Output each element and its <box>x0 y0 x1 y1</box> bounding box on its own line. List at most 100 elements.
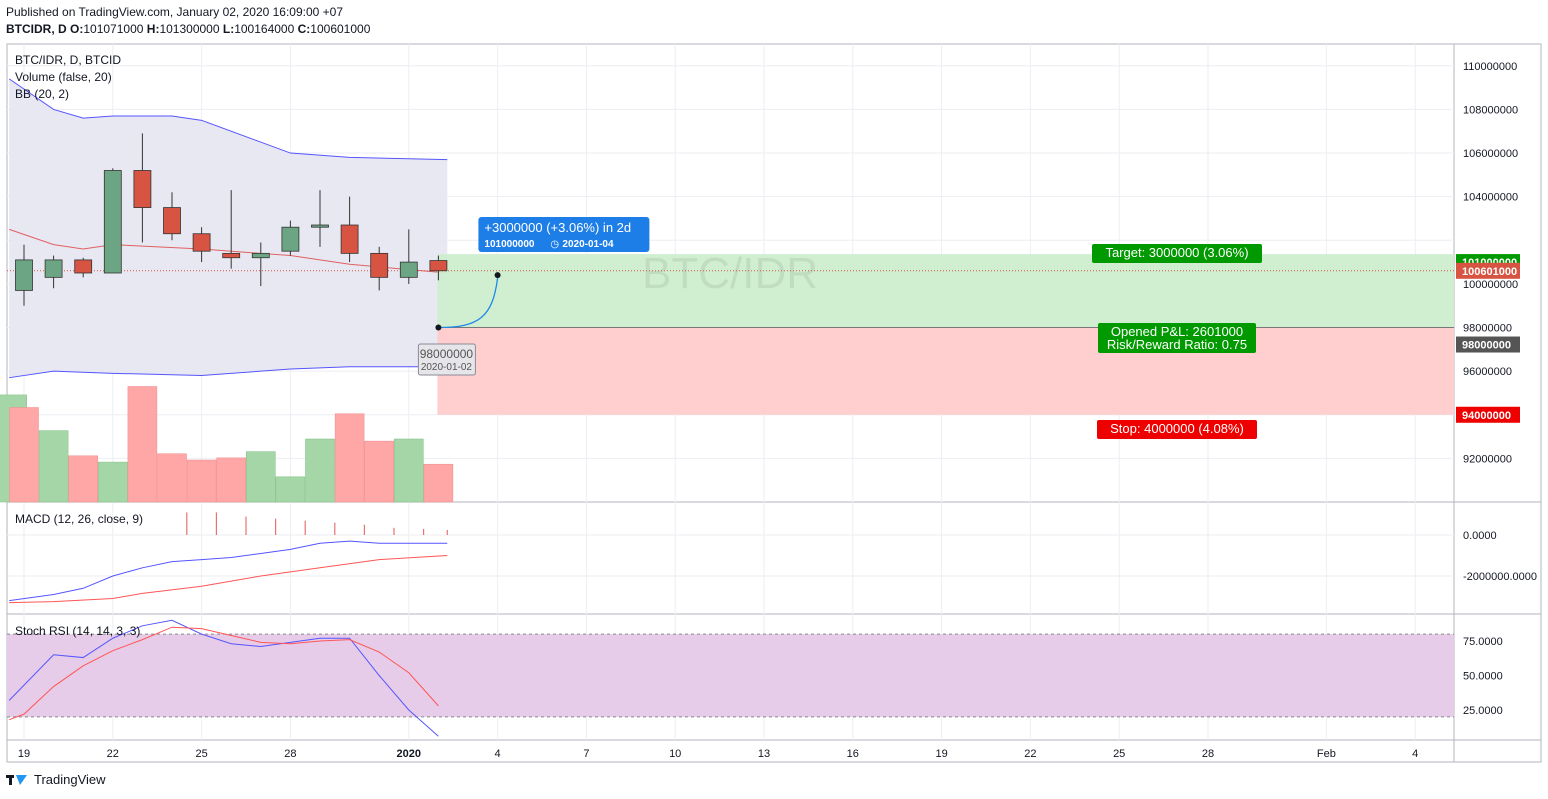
volume-bar <box>98 461 128 503</box>
close-label: C: <box>297 22 311 36</box>
macd-legend: MACD (12, 26, close, 9) <box>15 512 143 526</box>
pnl-badge-text: Opened P&L: 2601000 <box>1111 324 1243 339</box>
rsi-tick-label: 25.0000 <box>1463 705 1503 717</box>
entry-axis-label-bg <box>1456 336 1520 353</box>
volume-bar <box>423 463 454 503</box>
projection-callout <box>478 217 650 252</box>
projection-callout-label: +3000000 (+3.06%) in 2d <box>484 220 631 235</box>
volume-bar <box>305 438 335 503</box>
bb-upper-line <box>8 78 448 161</box>
bb-lower-line <box>9 366 448 379</box>
open-label: O: <box>70 22 84 36</box>
price-tick-label: 104000000 <box>1463 192 1518 204</box>
x-tick-label: 16 <box>847 748 859 760</box>
stop-badge-text: Stop: 4000000 (4.08%) <box>1110 421 1244 436</box>
candle-body <box>163 207 181 235</box>
candle-body <box>370 252 389 278</box>
candle-body <box>103 170 122 274</box>
candle-body <box>399 261 418 278</box>
target-zone <box>437 254 1454 328</box>
price-tick-label: 92000000 <box>1463 453 1512 465</box>
volume-bar <box>216 457 246 503</box>
price-tick-label: 108000000 <box>1463 104 1518 116</box>
x-tick-label: 7 <box>583 748 589 760</box>
candle-body <box>429 260 448 272</box>
projection-callout-price: 101000000 <box>484 239 534 250</box>
watermark: BTC/IDR <box>642 249 818 298</box>
candle-body <box>340 224 359 254</box>
x-tick-label: 2020 <box>397 748 421 760</box>
high-value: 101300000 <box>159 22 220 36</box>
bb-legend: BB (20, 2) <box>15 87 69 101</box>
projection-end-dot <box>494 272 501 279</box>
x-tick-label: 10 <box>669 748 681 760</box>
bb-band-fill <box>9 78 448 378</box>
pnl-badge-bg <box>1098 323 1256 353</box>
volume-bar <box>38 430 69 503</box>
target-badge-bg <box>1092 244 1262 263</box>
x-tick-label: 13 <box>758 748 770 760</box>
x-tick-label: 25 <box>195 748 207 760</box>
candle-body <box>222 252 241 259</box>
volume-legend: Volume (false, 20) <box>15 70 112 84</box>
volume-bar <box>246 451 276 503</box>
projection-start-dot <box>435 324 442 331</box>
candle-body <box>133 170 152 208</box>
high-label: H: <box>146 22 160 36</box>
last-price-axis-label-bg <box>1456 262 1520 279</box>
candle-body <box>311 224 329 228</box>
x-tick-label: 28 <box>1202 748 1214 760</box>
entry-callout-date: 2020-01-02 <box>421 362 473 373</box>
candle-body <box>192 233 211 252</box>
stop-axis-label-bg <box>1456 406 1520 423</box>
price-tick-label: 100000000 <box>1463 279 1518 291</box>
volume-bar <box>9 407 39 503</box>
chart-title: BTC/IDR, D, BTCID <box>15 53 121 67</box>
projection-callout-date: 2020-01-04 <box>562 239 614 250</box>
price-tick-label: 98000000 <box>1463 323 1512 335</box>
price-tick-label: 110000000 <box>1463 61 1517 73</box>
pnl-badge-text: Risk/Reward Ratio: 0.75 <box>1107 337 1247 352</box>
entry-callout <box>417 343 476 376</box>
bb-middle-line <box>9 228 448 274</box>
published-line: Published on TradingView.com, January 02… <box>6 5 344 19</box>
x-tick-label: 19 <box>18 748 30 760</box>
entry-axis-label: 98000000 <box>1462 340 1511 352</box>
x-tick-label: 4 <box>1412 748 1418 760</box>
clock-icon: ◷ <box>550 239 559 250</box>
volume-bar <box>157 453 187 503</box>
footer-brand: TradingView <box>34 772 106 787</box>
candle-body <box>44 259 63 278</box>
volume-bar <box>364 440 394 503</box>
price-tick-label: 106000000 <box>1463 148 1518 160</box>
candle-body <box>15 259 33 291</box>
x-tick-label: 28 <box>284 748 296 760</box>
volume-bar <box>68 455 98 503</box>
x-tick-label: 25 <box>1113 748 1125 760</box>
rsi-tick-label: 75.0000 <box>1463 636 1503 648</box>
stoch-d-line <box>9 626 439 721</box>
candle-body <box>74 259 93 274</box>
x-tick-label: 4 <box>495 748 501 760</box>
projection-curve <box>438 278 499 329</box>
macd-tick-label: 0.0000 <box>1463 530 1497 542</box>
tradingview-logo-icon <box>6 774 27 785</box>
volume-bar <box>275 476 306 503</box>
close-value: 100601000 <box>310 22 371 36</box>
last-price-axis-label: 100601000 <box>1462 266 1517 278</box>
x-tick-label: 22 <box>107 748 119 760</box>
rsi-band-fill <box>7 634 1454 717</box>
stop-badge-bg <box>1097 420 1257 439</box>
open-value: 101071000 <box>83 22 144 36</box>
x-tick-label: Feb <box>1317 748 1336 760</box>
stop-axis-label: 94000000 <box>1462 410 1511 422</box>
low-label: L: <box>222 22 235 36</box>
candle-body <box>251 252 270 259</box>
target-badge-text: Target: 3000000 (3.06%) <box>1105 245 1248 260</box>
volume-bar <box>186 459 217 503</box>
price-tick-label: 96000000 <box>1463 366 1512 378</box>
symbol-label: BTCIDR, D <box>6 22 67 36</box>
macd-line <box>9 540 448 602</box>
volume-bar <box>334 413 365 503</box>
